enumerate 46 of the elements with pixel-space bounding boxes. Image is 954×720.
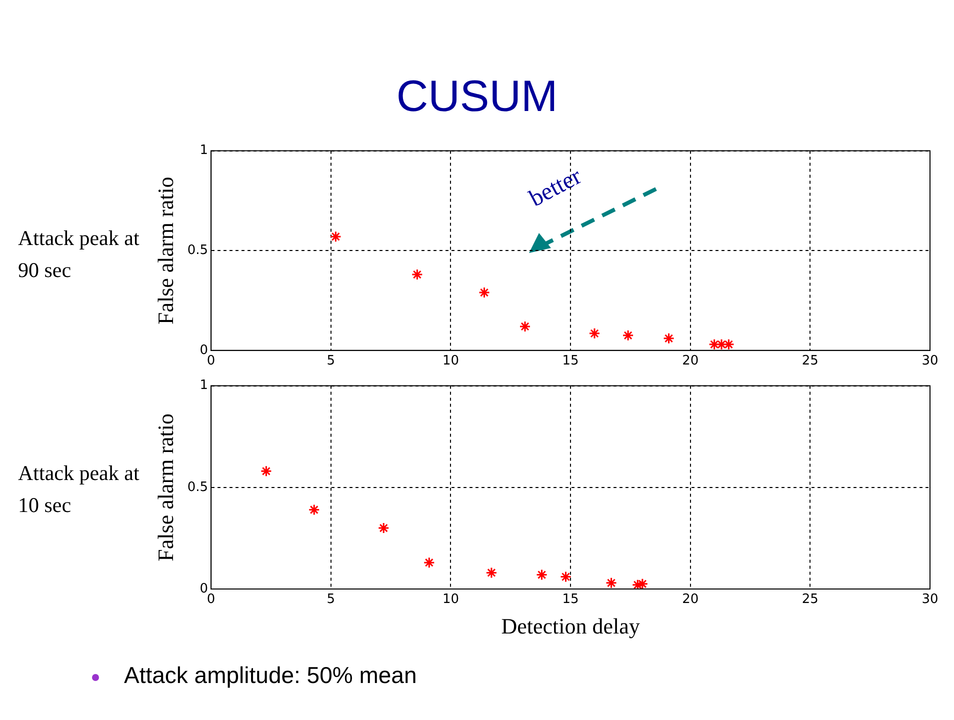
y-tick-label: 1 bbox=[200, 378, 208, 394]
point bbox=[478, 286, 490, 298]
point bbox=[708, 338, 720, 350]
x-tick-label: 25 bbox=[802, 354, 818, 369]
x-tick-label: 10 bbox=[442, 354, 459, 369]
point bbox=[606, 577, 618, 589]
y-axis-title: False alarm ratio bbox=[152, 176, 178, 325]
y-tick-label: 0 bbox=[200, 581, 208, 596]
point bbox=[519, 320, 531, 332]
point bbox=[411, 268, 423, 280]
y-tick-label: 0.5 bbox=[187, 480, 208, 495]
x-tick-label: 15 bbox=[562, 592, 579, 608]
point bbox=[378, 522, 390, 534]
point bbox=[663, 332, 675, 344]
x-tick-label: 20 bbox=[682, 354, 699, 369]
x-tick-label: 30 bbox=[922, 592, 938, 608]
point bbox=[622, 330, 634, 342]
point bbox=[260, 465, 272, 477]
point bbox=[308, 504, 320, 516]
chart-title: CUSUM bbox=[395, 72, 559, 122]
point bbox=[330, 230, 342, 242]
point bbox=[560, 571, 572, 583]
annotation: better bbox=[525, 164, 586, 213]
x-tick-label: 25 bbox=[802, 592, 818, 608]
point bbox=[716, 338, 728, 350]
y-tick-label: 1 bbox=[200, 143, 208, 158]
point bbox=[423, 556, 435, 568]
point bbox=[632, 579, 644, 589]
y-tick-label: 0 bbox=[200, 342, 208, 358]
x-tick-label: 5 bbox=[326, 354, 336, 369]
point bbox=[588, 328, 600, 340]
x-tick-label: 10 bbox=[442, 592, 459, 608]
y-axis-title: False alarm ratio bbox=[152, 413, 178, 562]
point bbox=[722, 338, 734, 350]
text: Attack peak at 90 sec bbox=[18, 225, 140, 284]
y-tick-label: 0.5 bbox=[187, 242, 208, 258]
text: Attack peak at 10 sec bbox=[18, 460, 140, 519]
x-tick-label: 30 bbox=[922, 354, 938, 369]
x-tick-label: 5 bbox=[326, 592, 336, 608]
x-tick-label: 15 bbox=[562, 354, 579, 369]
point bbox=[536, 569, 548, 581]
x-tick-label: 20 bbox=[682, 592, 699, 608]
text: Attack amplitude: 50% mean bbox=[124, 662, 417, 689]
point bbox=[486, 566, 498, 578]
x-axis-title: Detection delay bbox=[501, 614, 640, 639]
point bbox=[636, 578, 648, 589]
